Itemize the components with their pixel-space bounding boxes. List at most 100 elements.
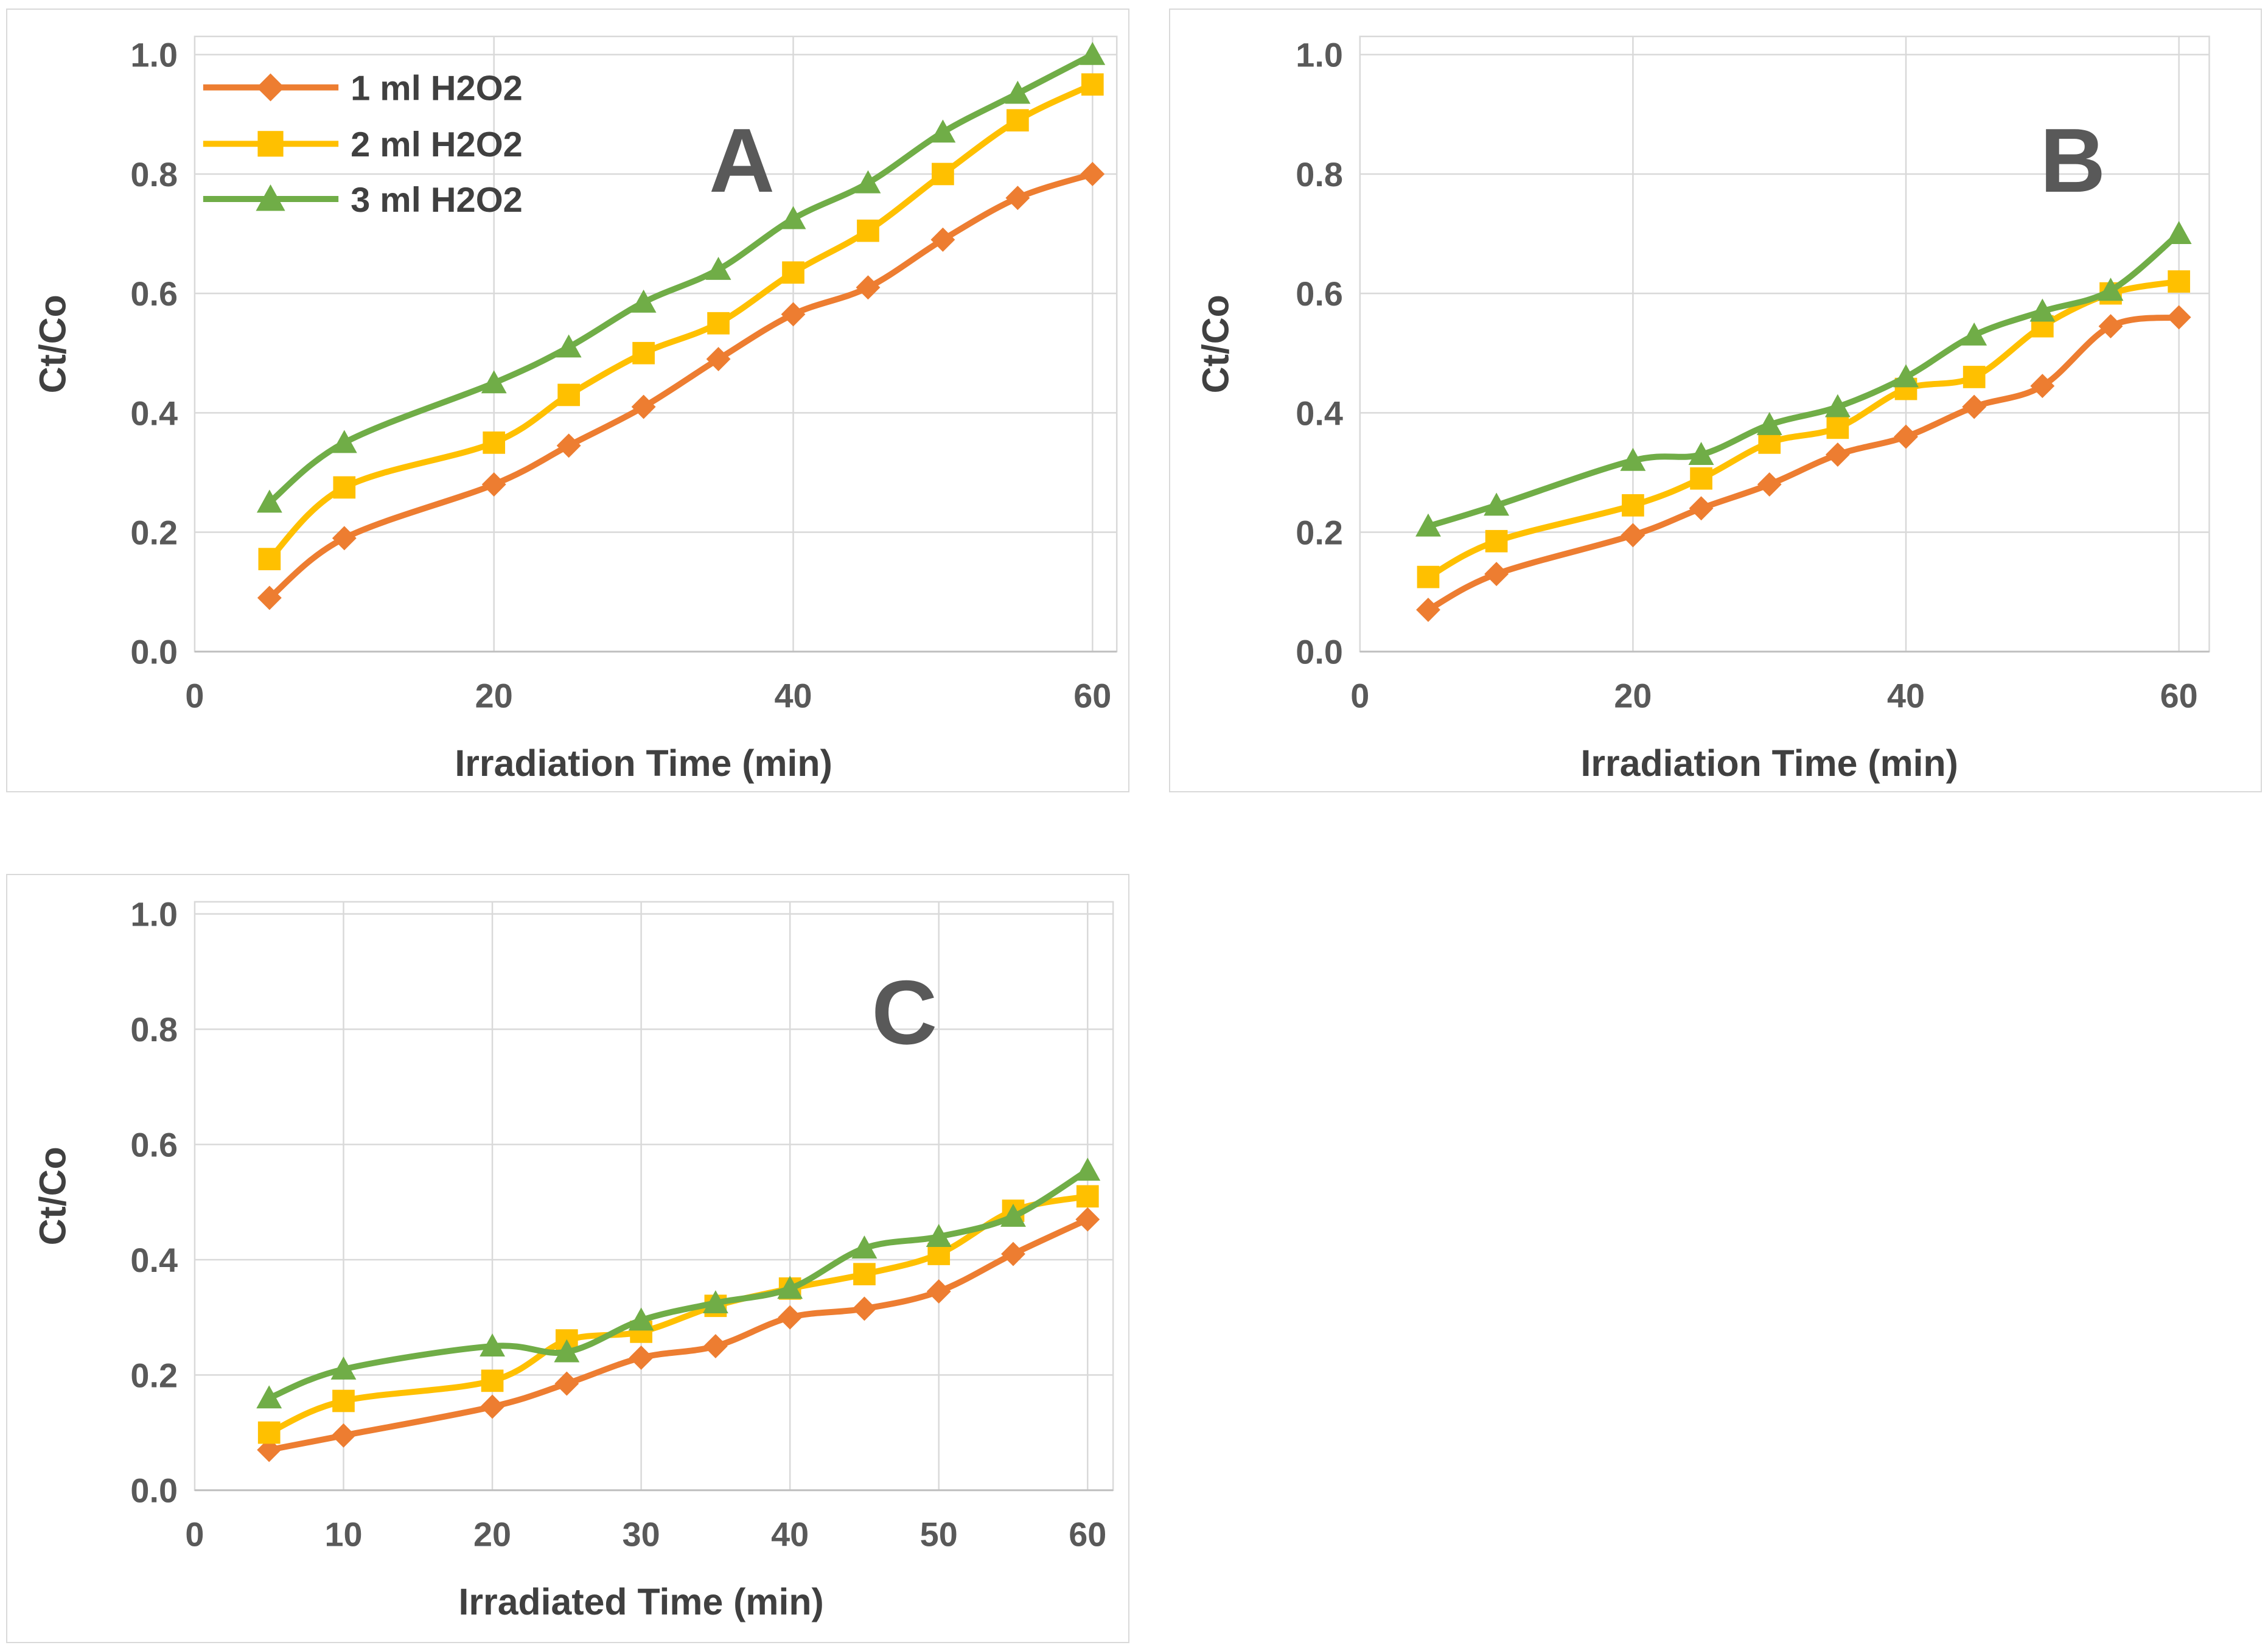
svg-text:10: 10 — [324, 1515, 362, 1554]
series-1-ml-h2o2-markers — [1416, 305, 2191, 622]
marker-square — [1081, 73, 1104, 96]
svg-text:0.6: 0.6 — [1296, 274, 1343, 313]
chart-c-canvas: 0.0 0.2 0.4 0.6 0.8 1.0 0 10 20 30 40 50 60 Irradiate… — [32, 895, 1114, 1622]
marker-triangle — [628, 1307, 654, 1331]
marker-square — [1076, 1185, 1099, 1208]
marker-diamond — [930, 227, 955, 252]
marker-triangle — [777, 1276, 803, 1299]
marker-triangle — [1000, 1204, 1026, 1227]
svg-text:40: 40 — [774, 676, 812, 714]
x-axis-labels: 0 20 40 60 — [185, 676, 1111, 714]
marker-triangle — [1080, 41, 1106, 65]
y-axis-labels: 0.0 0.2 0.4 0.6 0.8 1.0 — [130, 895, 178, 1510]
panel-letter: B — [2040, 110, 2106, 211]
svg-text:40: 40 — [771, 1515, 809, 1554]
marker-triangle — [256, 489, 282, 513]
legend-label: 2 ml H2O2 — [351, 125, 523, 164]
marker-square — [1007, 109, 1029, 132]
marker-diamond — [2030, 374, 2055, 399]
series-1-ml-h2o2-markers — [257, 1207, 1100, 1462]
plot-area-border — [194, 35, 1118, 652]
svg-text:20: 20 — [473, 1515, 511, 1554]
marker-diamond — [1484, 562, 1509, 587]
series-1-ml-h2o2 — [257, 1207, 1100, 1462]
svg-text:0.4: 0.4 — [130, 1241, 178, 1279]
marker-triangle — [1005, 80, 1031, 104]
marker-triangle — [780, 206, 806, 229]
series-2-ml-h2o2-markers — [1417, 270, 2190, 588]
series-3-ml-h2o2-markers — [256, 1157, 1101, 1409]
svg-text:60: 60 — [2160, 676, 2198, 714]
marker-diamond — [1075, 1207, 1100, 1232]
marker-diamond — [1005, 186, 1030, 211]
marker-square — [1417, 565, 1440, 588]
marker-square — [707, 312, 730, 335]
marker-diamond — [781, 302, 806, 327]
marker-diamond — [852, 1296, 877, 1321]
marker-triangle — [256, 184, 285, 211]
marker-diamond — [1962, 394, 1987, 419]
marker-square — [1622, 494, 1644, 517]
svg-text:40: 40 — [1887, 676, 1925, 714]
svg-text:0.4: 0.4 — [1296, 394, 1343, 432]
marker-diamond — [778, 1305, 803, 1330]
chart-a-canvas: 0.0 0.2 0.4 0.6 0.8 1.0 0 20 40 60 Irradiation Tim… — [32, 35, 1118, 784]
marker-diamond — [481, 472, 506, 497]
chart-b-canvas: 0.0 0.2 0.4 0.6 0.8 1.0 0 20 40 60 Irradiation Tim… — [1195, 35, 2210, 784]
svg-text:60: 60 — [1069, 1515, 1106, 1554]
panel-letter: A — [709, 110, 775, 211]
y-axis-labels: 0.0 0.2 0.4 0.6 0.8 1.0 — [130, 36, 178, 671]
marker-square — [332, 1389, 355, 1412]
x-axis-labels: 0 10 20 30 40 50 60 — [185, 1515, 1106, 1554]
marker-triangle — [330, 1356, 357, 1380]
svg-text:1.0: 1.0 — [130, 36, 178, 74]
marker-triangle — [1415, 513, 1441, 537]
x-axis-title: Irradiation Time (min) — [1581, 742, 1958, 784]
svg-text:0.6: 0.6 — [130, 1126, 178, 1164]
marker-triangle — [480, 1333, 505, 1356]
series-3-ml-h2o2 — [1415, 221, 2192, 537]
series-3-ml-h2o2 — [256, 41, 1106, 513]
marker-diamond — [1757, 472, 1782, 497]
marker-triangle — [1961, 322, 1987, 346]
marker-square — [557, 383, 581, 407]
marker-square — [782, 261, 804, 284]
legend: 1 ml H2O2 2 ml H2O2 3 ml H2O2 — [203, 69, 523, 220]
svg-text:0.0: 0.0 — [130, 633, 178, 671]
marker-triangle — [554, 1339, 580, 1363]
marker-triangle — [855, 170, 881, 194]
svg-text:20: 20 — [475, 676, 513, 714]
x-axis-title: Irradiated Time (min) — [458, 1581, 823, 1622]
series-2-ml-h2o2 — [257, 1185, 1099, 1444]
marker-triangle — [556, 334, 582, 358]
marker-diamond — [1621, 523, 1645, 548]
marker-diamond — [926, 1279, 951, 1304]
marker-square — [258, 548, 281, 571]
marker-square — [857, 219, 879, 242]
series-3-ml-h2o2-line — [266, 51, 1096, 506]
svg-text:20: 20 — [1614, 676, 1652, 714]
marker-triangle — [2098, 278, 2124, 301]
marker-triangle — [926, 1224, 952, 1248]
svg-text:0.8: 0.8 — [1296, 155, 1343, 194]
marker-triangle — [1075, 1157, 1101, 1181]
marker-square — [2168, 270, 2190, 293]
series-1-ml-h2o2-line — [266, 1216, 1091, 1453]
chart-b-panel: 0.0 0.2 0.4 0.6 0.8 1.0 0 20 40 60 Irradiation Tim… — [1169, 9, 2262, 792]
marker-diamond — [703, 1334, 728, 1358]
marker-triangle — [1893, 364, 1919, 388]
marker-triangle — [2029, 298, 2056, 322]
svg-text:30: 30 — [623, 1515, 660, 1554]
svg-text:0.0: 0.0 — [1296, 633, 1343, 671]
series-2-ml-h2o2-markers — [257, 1185, 1099, 1444]
marker-square — [257, 131, 284, 157]
marker-diamond — [1689, 496, 1714, 521]
marker-square — [481, 1369, 504, 1392]
legend-item-3-ml-h2o2: 3 ml H2O2 — [203, 181, 523, 220]
svg-text:0: 0 — [185, 676, 204, 714]
legend-label: 3 ml H2O2 — [351, 181, 523, 220]
series-3-ml-h2o2 — [256, 1157, 1101, 1409]
marker-triangle — [331, 430, 357, 453]
marker-triangle — [630, 289, 657, 313]
